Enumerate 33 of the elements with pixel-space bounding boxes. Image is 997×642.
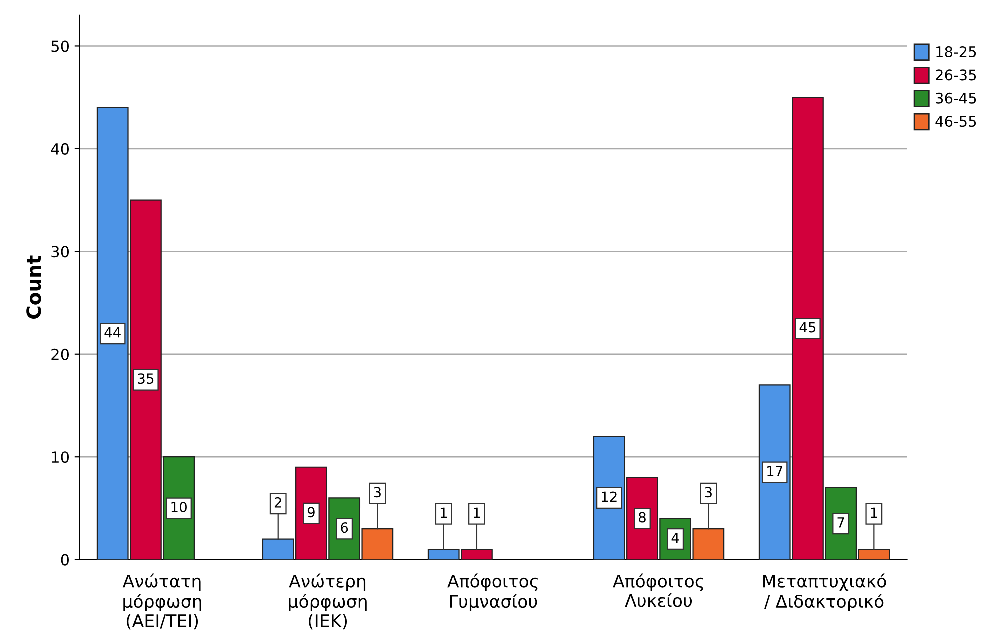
data-label: 10 [172, 502, 187, 512]
x-tick-label: Ανώτερη μόρφωση (ΙΕΚ) [289, 574, 367, 630]
legend-label: 18-25 [936, 46, 976, 58]
data-label: 35 [138, 374, 154, 384]
data-label: 1 [871, 508, 878, 518]
y-tick-label: 30 [52, 246, 70, 258]
y-tick-label: 0 [61, 554, 70, 566]
data-label: 3 [374, 487, 381, 498]
y-tick-label: 50 [52, 40, 70, 52]
x-tick-label: Μεταπτυχιακό / Διδακτορικό [764, 574, 886, 612]
legend-label: 36-45 [936, 92, 976, 104]
data-label: 9 [308, 507, 315, 518]
legend-label: 26-35 [936, 70, 976, 81]
y-axis-title: Count [26, 256, 42, 319]
y-tick-label: 20 [52, 348, 70, 360]
x-tick-label: Απόφοιτος Γυμνασίου [448, 574, 538, 612]
data-label: 44 [104, 328, 121, 338]
data-label: 1 [474, 508, 480, 518]
legend-label: 46-55 [936, 116, 976, 128]
data-label: 12 [602, 492, 617, 502]
data-label: 4 [672, 532, 680, 544]
y-tick-label: 10 [52, 452, 70, 464]
x-tick-label: Απόφοιτος Λυκείου [613, 574, 704, 608]
data-label: 3 [705, 487, 712, 498]
data-label: 2 [274, 497, 282, 508]
data-label: 17 [768, 466, 783, 476]
y-tick-label: 40 [51, 143, 70, 155]
x-tick-label: Ανώτατη μόρφωση (ΑΕΙ/ΤΕΙ) [122, 574, 202, 630]
data-label: 1 [440, 508, 447, 518]
data-label: 7 [838, 518, 844, 528]
data-label: 6 [341, 522, 348, 534]
data-label: 8 [638, 512, 646, 523]
data-label: 45 [800, 322, 816, 333]
